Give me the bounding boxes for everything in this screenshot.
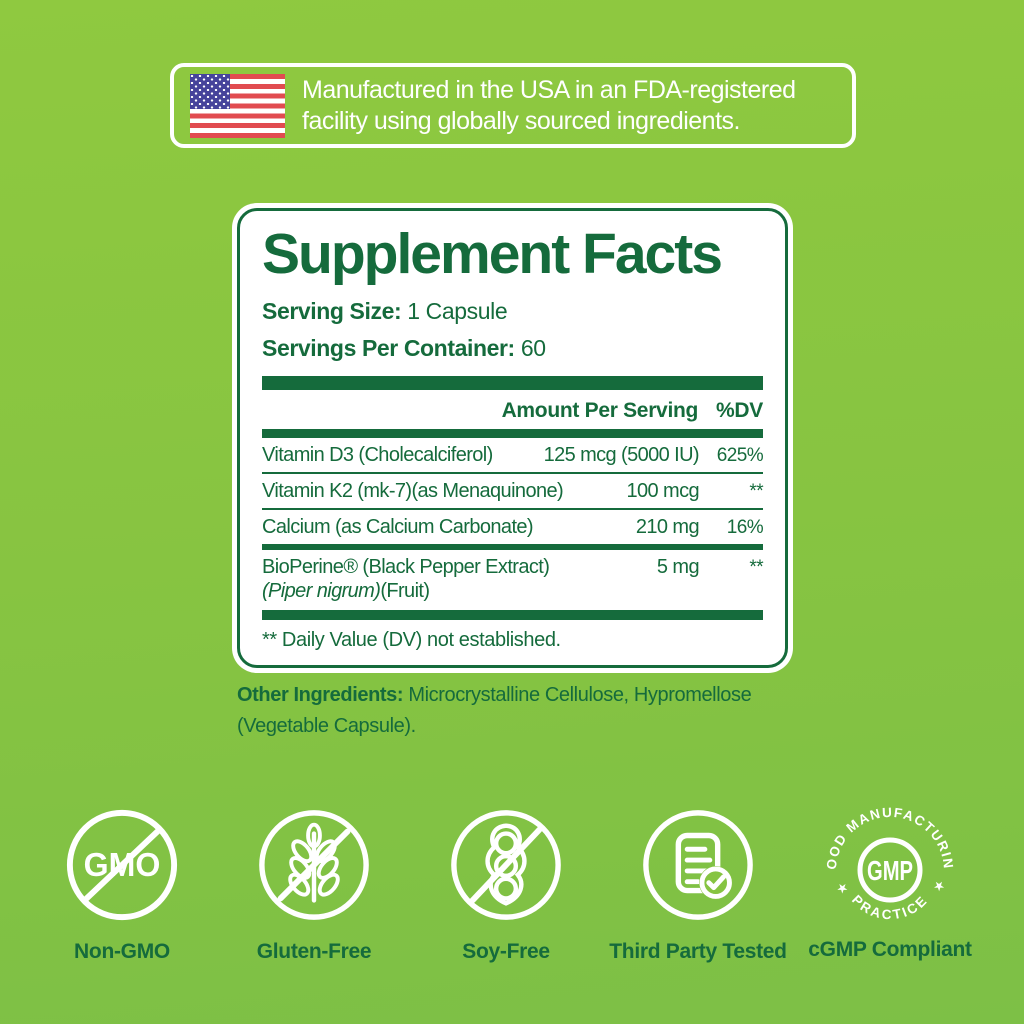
badge-label: Soy-Free [462, 940, 550, 963]
divider-bar-top [262, 376, 763, 391]
banner-line-1: Manufactured in the USA in an FDA-regist… [302, 76, 796, 104]
seal-center-text: GMP [867, 855, 913, 886]
banner-text: Manufactured in the USA in an FDA-regist… [302, 75, 796, 137]
badge-label: cGMP Compliant [808, 938, 972, 961]
header-amount-per-serving: Amount Per Serving [501, 399, 699, 423]
no-gmo-icon: GMO [66, 809, 178, 921]
ingredient-amount: 100 mcg [626, 480, 699, 503]
servings-per-container-line: Servings Per Container: 60 [262, 330, 763, 367]
dv-footnote: ** Daily Value (DV) not established. [262, 629, 561, 652]
ingredient-amount: 5 mg [656, 556, 700, 579]
row-divider [262, 472, 763, 475]
ingredient-dv: ** [749, 481, 763, 503]
document-check-icon [643, 810, 753, 920]
badge-non-gmo: GMO Non-GMO [32, 806, 212, 964]
other-ingredients: Other Ingredients: Microcrystalline Cell… [237, 680, 837, 742]
certification-badges-row: GMO Non-GMO Gluten-Free [32, 798, 980, 964]
banner-line-2: facility using globally sourced ingredie… [302, 107, 740, 135]
servings-label: Servings Per Container: [262, 334, 515, 361]
panel-title: Supplement Facts [262, 222, 723, 286]
table-row-vitamin-d3: Vitamin D3 (Cholecalciferol) 125 mcg (50… [262, 438, 764, 472]
header-dv: %DV [716, 399, 763, 423]
badge-soy-free: Soy-Free [416, 806, 596, 964]
usa-flag-icon [190, 74, 285, 138]
servings-value: 60 [514, 334, 546, 361]
badge-third-party-tested: Third Party Tested [608, 806, 788, 964]
gmp-seal-icon: GOOD MANUFACTURING PRACTICE ★ ★ GMP [823, 798, 955, 922]
other-ingredients-line2: (Vegetable Capsule). [237, 715, 416, 737]
other-ingredients-line1: Other Ingredients: Microcrystalline Cell… [237, 680, 837, 711]
usa-banner: Manufactured in the USA in an FDA-regist… [170, 63, 856, 148]
badge-label: Gluten-Free [256, 940, 372, 963]
no-soy-icon [451, 810, 561, 920]
serving-size-value: 1 Capsule [401, 297, 508, 324]
row-divider [262, 508, 763, 511]
ingredient-dv: 625% [716, 445, 764, 467]
divider-bar-header [262, 429, 763, 439]
no-gluten-icon [259, 810, 369, 920]
ingredient-amount: 125 mcg (5000 IU) [543, 444, 700, 467]
divider-bar-bottom [262, 610, 763, 621]
ingredient-name: Vitamin K2 (mk-7)(as Menaquinone) [262, 480, 564, 503]
table-row-vitamin-k2: Vitamin K2 (mk-7)(as Menaquinone) 100 mc… [262, 474, 764, 508]
ingredient-name: BioPerine® (Black Pepper Extract) [262, 556, 550, 579]
badge-label: Non-GMO [74, 940, 170, 963]
ingredient-name: Vitamin D3 (Cholecalciferol) [262, 444, 493, 467]
badge-gluten-free: Gluten-Free [224, 806, 404, 964]
seal-star-right: ★ [930, 876, 948, 895]
supplement-facts-panel: Supplement Facts Serving Size: 1 Capsule… [237, 208, 788, 668]
ingredient-dv: ** [749, 557, 763, 579]
ingredient-name: Calcium (as Calcium Carbonate) [262, 516, 534, 539]
flag-canton [190, 74, 230, 109]
seal-bottom-text: PRACTICE [849, 892, 929, 922]
badge-cgmp-compliant: GOOD MANUFACTURING PRACTICE ★ ★ GMP cGMP… [800, 798, 980, 964]
svg-text:PRACTICE: PRACTICE [849, 892, 931, 922]
part-name: (Fruit) [380, 580, 430, 603]
ingredient-dv: 16% [726, 517, 764, 539]
serving-size-label: Serving Size: [262, 297, 402, 324]
other-ingredients-text: Microcrystalline Cellulose, Hypromellose [403, 684, 752, 706]
ingredient-name-line2: (Piper nigrum)(Fruit) [262, 580, 763, 610]
table-row-bioperine: BioPerine® (Black Pepper Extract) 5 mg *… [262, 550, 764, 584]
ingredient-amount: 210 mg [635, 516, 700, 539]
badge-label: Third Party Tested [609, 940, 787, 963]
divider-bar-mid [262, 544, 763, 551]
seal-star-left: ★ [833, 878, 851, 897]
latin-name: (Piper nigrum) [262, 580, 381, 603]
table-header-row: Amount Per Serving %DV [262, 399, 764, 423]
serving-size-line: Serving Size: 1 Capsule [262, 293, 763, 330]
table-row-calcium: Calcium (as Calcium Carbonate) 210 mg 16… [262, 510, 764, 544]
other-ingredients-label: Other Ingredients: [237, 684, 404, 706]
